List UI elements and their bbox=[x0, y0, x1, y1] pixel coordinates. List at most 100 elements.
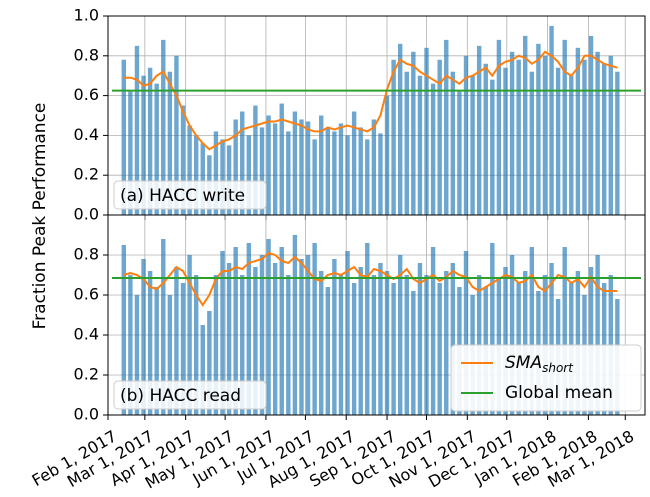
bar bbox=[305, 255, 311, 415]
bar bbox=[240, 111, 245, 215]
bar bbox=[503, 67, 508, 216]
bar bbox=[207, 311, 212, 415]
y-tick-label: 0.8 bbox=[74, 45, 99, 64]
legend-name: Global mean bbox=[505, 383, 613, 403]
bar bbox=[167, 71, 173, 215]
bar bbox=[404, 275, 409, 415]
bar bbox=[141, 259, 146, 415]
bar bbox=[240, 275, 245, 415]
bar bbox=[266, 115, 271, 215]
bar bbox=[332, 131, 337, 215]
bar bbox=[424, 275, 429, 415]
bar bbox=[338, 275, 344, 415]
bar bbox=[490, 243, 495, 415]
bar bbox=[351, 283, 357, 415]
bar bbox=[371, 119, 377, 215]
y-tick-label: 0.8 bbox=[74, 245, 99, 264]
y-tick-label: 0.2 bbox=[74, 165, 99, 184]
bar bbox=[457, 91, 462, 215]
bar bbox=[226, 145, 232, 215]
annotation-box bbox=[113, 180, 267, 210]
legend-label: SMAshort bbox=[505, 353, 574, 375]
bar bbox=[187, 125, 192, 215]
bar bbox=[444, 271, 449, 415]
bar bbox=[608, 55, 613, 215]
bar bbox=[272, 123, 278, 215]
bar bbox=[450, 263, 456, 415]
bar bbox=[259, 127, 265, 215]
bar bbox=[292, 235, 298, 415]
bar bbox=[325, 127, 331, 215]
bar bbox=[417, 75, 423, 215]
bar bbox=[233, 247, 238, 415]
bar bbox=[259, 255, 265, 415]
bar bbox=[279, 103, 284, 215]
bar bbox=[299, 259, 304, 415]
bar bbox=[154, 287, 159, 415]
y-axis-label: Fraction Peak Performance bbox=[30, 103, 50, 330]
bar bbox=[529, 247, 535, 415]
bar bbox=[213, 275, 219, 415]
sma-line bbox=[123, 251, 618, 307]
bar bbox=[121, 245, 126, 415]
bar bbox=[253, 267, 258, 415]
bar bbox=[588, 267, 594, 415]
bar bbox=[220, 251, 225, 415]
bar bbox=[575, 47, 581, 216]
bar bbox=[582, 59, 587, 215]
bar bbox=[325, 287, 331, 415]
bar bbox=[134, 295, 140, 415]
bar bbox=[200, 325, 205, 415]
bar bbox=[615, 71, 620, 215]
bar bbox=[509, 255, 515, 415]
bar bbox=[246, 135, 252, 215]
bar bbox=[312, 243, 317, 415]
bar bbox=[523, 35, 528, 216]
bar bbox=[496, 39, 502, 215]
bar bbox=[286, 275, 291, 415]
bar bbox=[266, 239, 271, 415]
bar bbox=[404, 71, 409, 215]
bar bbox=[147, 271, 153, 415]
bar bbox=[397, 255, 403, 415]
bar bbox=[536, 43, 541, 215]
bar bbox=[134, 45, 140, 215]
bar bbox=[529, 71, 535, 215]
legend-subscript: short bbox=[542, 361, 574, 375]
bar bbox=[424, 47, 429, 216]
bar bbox=[549, 263, 554, 415]
y-tick-label: 0.0 bbox=[74, 205, 99, 224]
legend-name: SMA bbox=[505, 353, 542, 373]
bar bbox=[332, 259, 337, 415]
bar bbox=[503, 267, 508, 415]
bar bbox=[299, 119, 304, 215]
bar bbox=[305, 121, 311, 215]
bar bbox=[193, 275, 199, 415]
y-tick-label: 0.6 bbox=[74, 285, 99, 304]
bar bbox=[562, 247, 567, 415]
bar bbox=[476, 45, 482, 215]
bar bbox=[358, 267, 363, 415]
y-tick-label: 1.0 bbox=[74, 6, 99, 25]
bar bbox=[384, 95, 390, 215]
legend-label: Global mean bbox=[505, 383, 613, 403]
bar bbox=[365, 243, 370, 415]
bar bbox=[542, 55, 548, 215]
bar bbox=[161, 39, 166, 215]
bar bbox=[391, 283, 396, 415]
bar bbox=[523, 271, 528, 415]
bar bbox=[226, 263, 232, 415]
bar bbox=[490, 79, 495, 216]
bar bbox=[187, 255, 192, 415]
bar bbox=[292, 111, 298, 215]
bar bbox=[154, 83, 159, 215]
bar bbox=[575, 271, 581, 415]
bar bbox=[128, 275, 133, 415]
y-tick-label: 0.6 bbox=[74, 85, 99, 104]
bar bbox=[378, 263, 383, 415]
bar bbox=[463, 55, 469, 215]
bar bbox=[174, 55, 179, 215]
bar bbox=[516, 59, 521, 215]
bar bbox=[246, 243, 252, 415]
